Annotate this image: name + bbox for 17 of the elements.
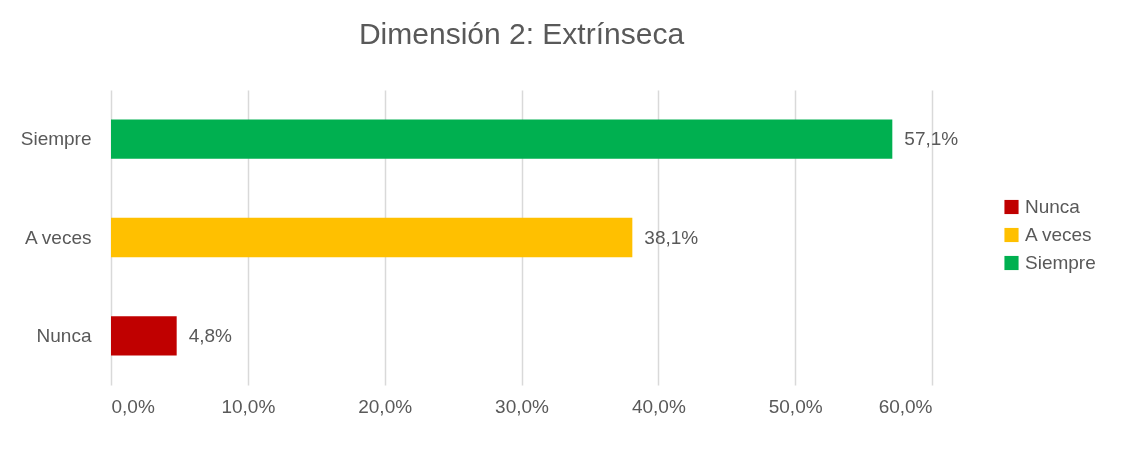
- x-tick-label: 50,0%: [768, 395, 823, 417]
- data-label: 57,1%: [904, 128, 959, 150]
- x-tick-label: 60,0%: [878, 395, 933, 417]
- chart-title: Dimensión 2: Extrínseca: [358, 17, 685, 50]
- y-tick-label: A veces: [24, 226, 92, 248]
- x-tick-label: 20,0%: [358, 395, 413, 417]
- x-tick-label: 40,0%: [631, 395, 686, 417]
- x-tick-label: 10,0%: [221, 395, 276, 417]
- x-tick-label: 0,0%: [111, 395, 155, 417]
- data-label: 4,8%: [188, 324, 233, 346]
- data-label: 38,1%: [644, 226, 699, 248]
- legend-label: Siempre: [1025, 252, 1096, 273]
- y-tick-label: Siempre: [20, 128, 92, 150]
- legend-label: Nunca: [1025, 196, 1081, 217]
- y-tick-label: Nunca: [36, 324, 92, 346]
- x-tick-label: 30,0%: [495, 395, 550, 417]
- legend-label: A veces: [1025, 224, 1092, 245]
